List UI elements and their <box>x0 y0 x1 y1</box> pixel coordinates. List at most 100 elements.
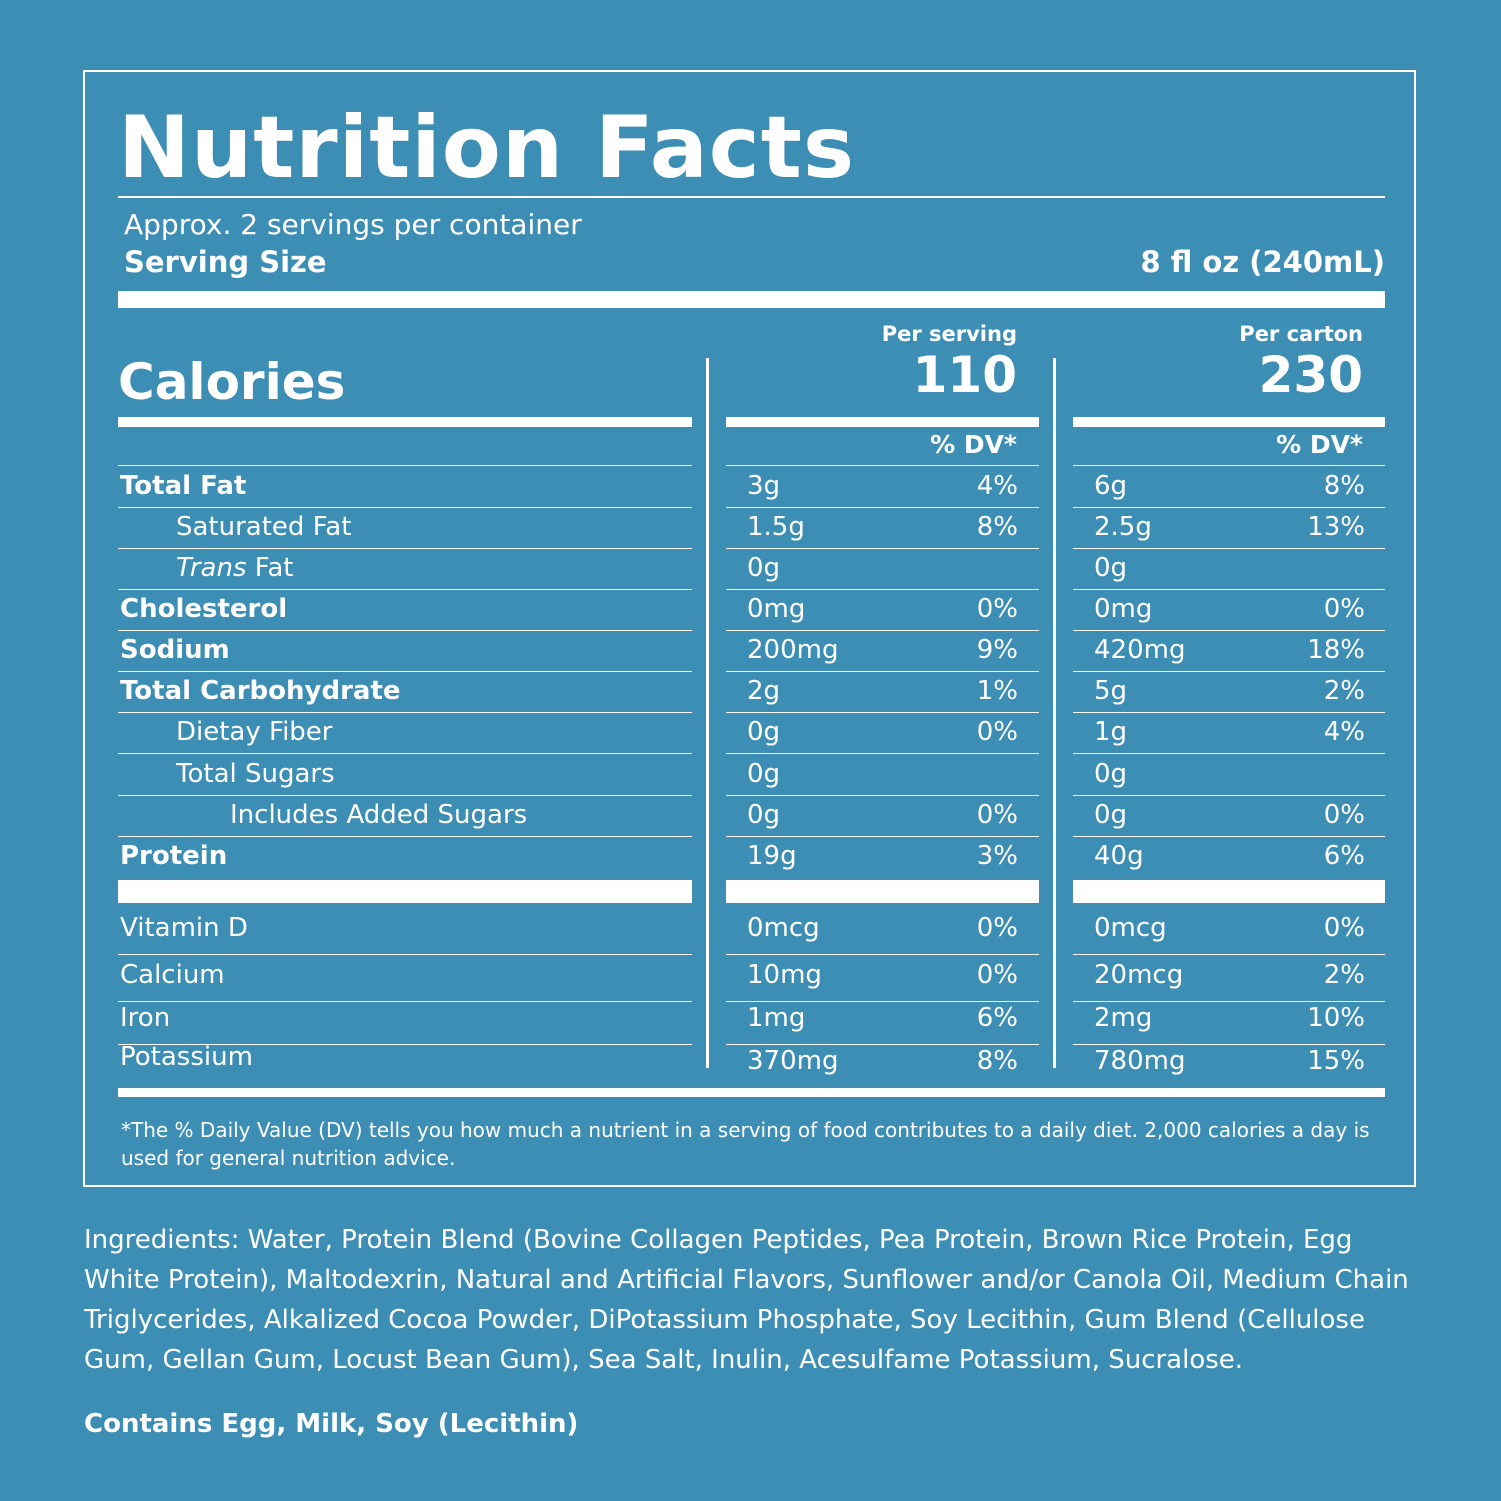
row-rule <box>1073 954 1385 955</box>
row-label-rest: Fat <box>246 553 294 583</box>
row-rule <box>1073 630 1385 631</box>
carton-dv: 18% <box>1307 635 1365 665</box>
serving-amount: 1mg <box>747 1003 806 1033</box>
row-rule <box>118 712 692 713</box>
row-rule <box>726 954 1039 955</box>
row-rule <box>118 954 692 955</box>
calories-bar-label <box>118 417 692 427</box>
row-rule <box>726 507 1039 508</box>
row-rule <box>118 795 692 796</box>
row-rule <box>726 1001 1039 1002</box>
row-label: Dietay Fiber <box>176 717 333 747</box>
per-serving-label: Per serving <box>881 322 1017 346</box>
carton-amount: 5g <box>1094 676 1128 706</box>
servings-per-container: Approx. 2 servings per container <box>124 208 582 241</box>
calories-per-carton: 230 <box>1258 346 1363 404</box>
row-rule <box>118 753 692 754</box>
row-rule <box>1073 507 1385 508</box>
carton-amount: 0g <box>1094 553 1128 583</box>
allergen-statement: Contains Egg, Milk, Soy (Lecithin) <box>84 1409 579 1439</box>
serving-amount: 0g <box>747 759 781 789</box>
row-rule <box>1073 712 1385 713</box>
calories-bar-carton <box>1073 417 1385 427</box>
serving-dv: 4% <box>976 471 1018 501</box>
ingredients-text: Ingredients: Water, Protein Blend (Bovin… <box>84 1225 1409 1375</box>
row-rule <box>726 712 1039 713</box>
row-rule <box>118 836 692 837</box>
serving-amount: 200mg <box>747 635 839 665</box>
vitamins-bar-carton <box>1073 880 1385 903</box>
carton-dv: 15% <box>1307 1046 1365 1076</box>
serving-amount: 3g <box>747 471 781 501</box>
row-rule <box>726 753 1039 754</box>
calories-label: Calories <box>118 353 346 411</box>
carton-amount: 0mcg <box>1094 913 1167 943</box>
vitamins-bar-serving <box>726 880 1039 903</box>
row-rule <box>726 795 1039 796</box>
row-rule <box>118 465 692 466</box>
row-rule <box>118 507 692 508</box>
carton-dv: 13% <box>1307 512 1365 542</box>
row-rule <box>1073 795 1385 796</box>
row-rule <box>1073 548 1385 549</box>
row-rule <box>726 548 1039 549</box>
carton-dv: 4% <box>1323 717 1365 747</box>
panel-title: Nutrition Facts <box>118 98 856 198</box>
serving-amount: 0g <box>747 717 781 747</box>
column-divider-serving <box>706 358 709 1068</box>
column-divider-carton <box>1053 358 1056 1068</box>
vitamins-bar-label <box>118 880 692 903</box>
row-rule <box>1073 836 1385 837</box>
serving-amount: 0g <box>747 800 781 830</box>
row-rule <box>726 836 1039 837</box>
carton-amount: 0mg <box>1094 594 1153 624</box>
serving-amount: 2g <box>747 676 781 706</box>
carton-dv: 0% <box>1323 594 1365 624</box>
carton-dv: 0% <box>1323 913 1365 943</box>
carton-amount: 20mcg <box>1094 960 1184 990</box>
dv-footnote: *The % Daily Value (DV) tells you how mu… <box>121 1118 1370 1170</box>
row-rule <box>1073 1044 1385 1045</box>
serving-amount: 19g <box>747 841 797 871</box>
carton-dv: 0% <box>1323 800 1365 830</box>
carton-amount: 0g <box>1094 800 1128 830</box>
row-label: Total Fat <box>120 471 247 501</box>
row-rule <box>118 1044 692 1045</box>
serving-dv: 8% <box>976 1046 1018 1076</box>
carton-dv: 10% <box>1307 1003 1365 1033</box>
serving-amount: 1.5g <box>747 512 805 542</box>
serving-size-label: Serving Size <box>124 245 327 279</box>
serving-dv: 0% <box>976 913 1018 943</box>
row-rule <box>726 671 1039 672</box>
row-label: Calcium <box>120 960 225 990</box>
row-rule <box>1073 753 1385 754</box>
dv-header-carton: % DV* <box>1276 430 1363 459</box>
row-label: Includes Added Sugars <box>230 800 528 830</box>
carton-amount: 40g <box>1094 841 1144 871</box>
row-rule <box>118 548 692 549</box>
carton-amount: 2.5g <box>1094 512 1152 542</box>
row-label: Iron <box>120 1003 171 1033</box>
calories-per-serving: 110 <box>912 346 1017 404</box>
row-rule <box>726 1044 1039 1045</box>
row-rule <box>118 1001 692 1002</box>
serving-dv: 1% <box>976 676 1018 706</box>
row-label: Cholesterol <box>120 594 288 624</box>
row-rule <box>726 630 1039 631</box>
carton-dv: 6% <box>1323 841 1365 871</box>
serving-amount: 0mg <box>747 594 806 624</box>
nutrition-panel <box>83 70 1416 1187</box>
row-label: Total Sugars <box>176 759 335 789</box>
row-rule <box>1073 465 1385 466</box>
footer-bar <box>118 1088 1385 1097</box>
serving-dv: 9% <box>976 635 1018 665</box>
row-label: Total Carbohydrate <box>120 676 401 706</box>
calories-bar-serving <box>726 417 1039 427</box>
serving-amount: 0mcg <box>747 913 820 943</box>
serving-dv: 0% <box>976 717 1018 747</box>
dv-header-serving: % DV* <box>930 430 1017 459</box>
serving-amount: 0g <box>747 553 781 583</box>
carton-amount: 780mg <box>1094 1046 1186 1076</box>
row-rule <box>118 671 692 672</box>
serving-dv: 0% <box>976 800 1018 830</box>
